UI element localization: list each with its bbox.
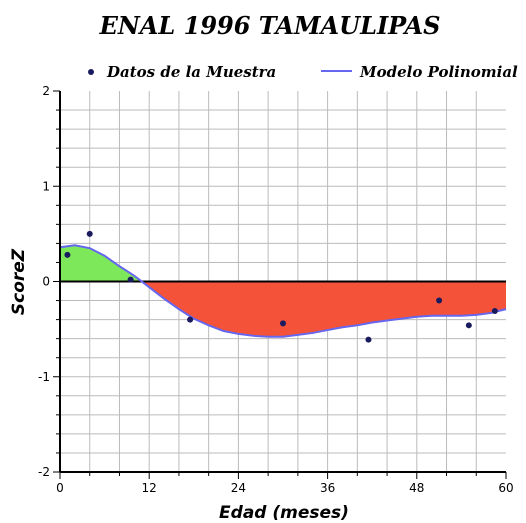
y-axis-title: ScoreZ [9, 248, 29, 315]
x-tick-label: 48 [409, 481, 424, 495]
data-point [127, 276, 134, 283]
chart-title: ENAL 1996 TAMAULIPAS [99, 11, 441, 40]
x-tick-label: 36 [320, 481, 335, 495]
data-point [187, 316, 194, 323]
legend: Datos de la Muestra Modelo Polinomial [88, 63, 518, 81]
area-fills [60, 245, 506, 337]
x-tick-label: 12 [142, 481, 157, 495]
axes [53, 90, 507, 479]
legend-marker-scatter [88, 69, 94, 75]
data-point [491, 308, 498, 315]
y-tick-label: -2 [38, 465, 50, 479]
x-tick-label: 24 [231, 481, 246, 495]
y-tick-label: 1 [42, 179, 50, 193]
series-lines [59, 244, 507, 338]
y-tick-label: -1 [38, 370, 50, 384]
area-above-zero [60, 245, 142, 282]
legend-label-model: Modelo Polinomial [359, 63, 518, 81]
x-axis-title: Edad (meses) [219, 503, 349, 523]
data-point [436, 297, 443, 304]
data-point [86, 230, 93, 237]
series-line-modelo-polinomial [59, 244, 507, 338]
data-point [64, 251, 71, 258]
data-point [280, 320, 286, 327]
data-point [465, 322, 472, 329]
data-point [365, 336, 372, 343]
data-points [64, 230, 498, 343]
x-tick-label: 60 [498, 481, 513, 495]
y-tick-label: 2 [42, 84, 50, 98]
x-tick-label: 0 [56, 481, 64, 495]
area-below-zero [141, 281, 506, 337]
legend-label-scatter: Datos de la Muestra [106, 63, 276, 81]
y-tick-label: 0 [42, 275, 50, 289]
